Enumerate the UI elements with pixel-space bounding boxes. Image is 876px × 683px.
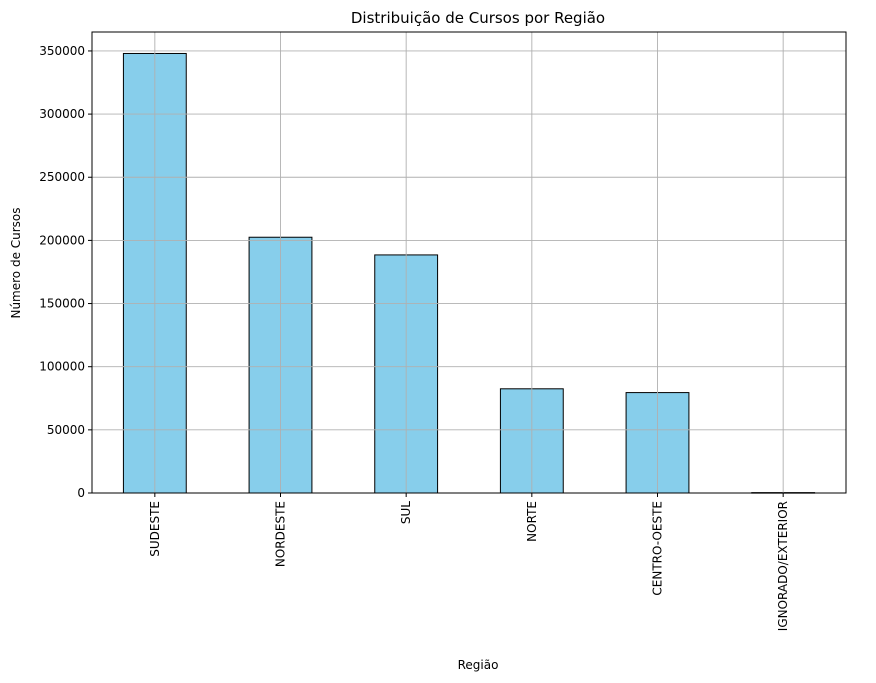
grid xyxy=(92,32,846,494)
x-tick-label: NORDESTE xyxy=(274,501,288,567)
x-axis: SUDESTE NORDESTE SUL NORTE CENTRO-OESTE IGNOR… xyxy=(148,493,790,631)
plot-frame xyxy=(91,31,847,494)
bars xyxy=(122,52,816,494)
y-tick-label: 100000 xyxy=(39,360,85,374)
x-tick-label: SUL xyxy=(399,501,413,524)
y-tick-label: 200000 xyxy=(39,233,85,247)
y-tick-label: 250000 xyxy=(39,170,85,184)
y-tick-label: 150000 xyxy=(39,297,85,311)
y-axis-label: Número de Cursos xyxy=(9,207,23,318)
chart-title: Distribuição de Cursos por Região xyxy=(351,9,605,27)
x-axis-label: Região xyxy=(458,658,499,672)
y-axis: 0 50000 100000 150000 200000 250000 300000 3500… xyxy=(39,44,92,500)
y-tick-label: 350000 xyxy=(39,44,85,58)
x-tick-label: IGNORADO/EXTERIOR xyxy=(776,501,790,631)
y-tick-label: 0 xyxy=(77,486,85,500)
x-tick-label: CENTRO-OESTE xyxy=(651,501,665,596)
x-tick-label: SUDESTE xyxy=(148,501,162,557)
y-tick-label: 300000 xyxy=(39,107,85,121)
y-tick-label: 50000 xyxy=(47,423,85,437)
x-tick-label: NORTE xyxy=(525,501,539,542)
